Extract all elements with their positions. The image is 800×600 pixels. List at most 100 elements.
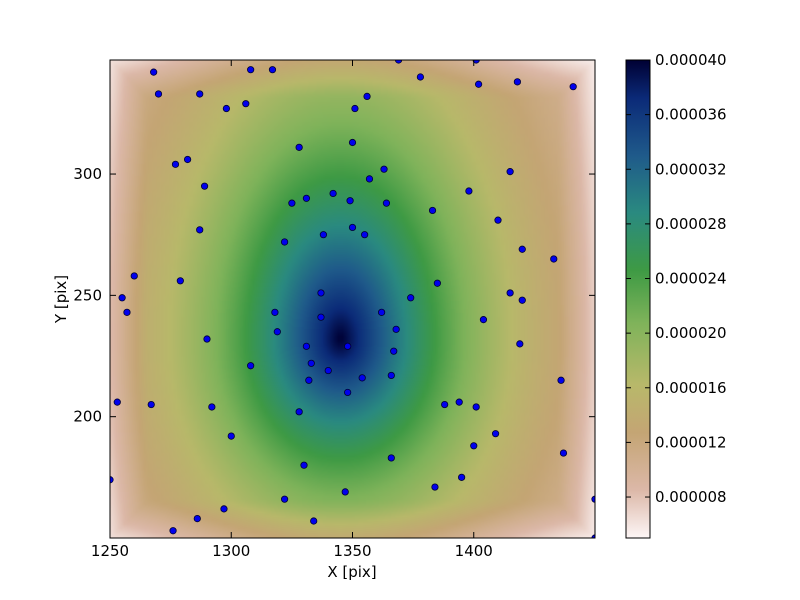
data-point: [472, 60, 480, 64]
colorbar-tick-label: 0.000020: [655, 324, 727, 342]
data-point: [361, 231, 369, 239]
data-point: [491, 430, 500, 438]
data-point: [346, 197, 354, 205]
data-point: [280, 495, 289, 503]
data-point: [295, 408, 303, 416]
data-point: [441, 400, 449, 409]
data-point: [118, 294, 126, 302]
data-point: [518, 245, 526, 253]
data-point: [431, 483, 439, 491]
data-point: [171, 160, 180, 168]
data-point: [150, 68, 158, 76]
data-point: [344, 388, 352, 397]
colorbar-tick-label: 0.000028: [655, 215, 727, 233]
data-point: [317, 289, 325, 297]
data-point: [465, 187, 473, 195]
data-point: [569, 83, 577, 91]
data-point: [494, 216, 502, 224]
x-tick-label: 1250: [91, 542, 129, 560]
y-axis-label: Y [pix]: [52, 275, 70, 324]
data-point: [280, 238, 289, 246]
data-point: [227, 432, 235, 440]
data-point: [302, 342, 311, 350]
data-point: [506, 168, 514, 176]
data-point: [242, 100, 250, 108]
data-point: [203, 335, 211, 343]
colorbar-tick-label: 0.000040: [655, 51, 727, 69]
data-point: [310, 517, 318, 525]
x-tick-label: 1400: [455, 542, 493, 560]
data-point: [324, 366, 332, 375]
data-point: [193, 514, 201, 523]
data-point: [506, 289, 514, 297]
data-point: [387, 454, 395, 462]
data-point: [300, 461, 308, 469]
data-point: [200, 182, 209, 190]
data-point: [394, 60, 403, 64]
data-point: [474, 80, 483, 88]
data-point: [147, 400, 155, 409]
scatter-points: [110, 60, 595, 538]
data-point: [271, 308, 279, 316]
data-point: [247, 66, 255, 74]
data-point: [329, 189, 337, 198]
data-point: [344, 342, 352, 350]
data-point: [559, 449, 568, 457]
x-tick-label: 1300: [212, 542, 250, 560]
data-point: [550, 255, 558, 263]
x-axis: 1250 1300 1350 1400: [91, 60, 493, 560]
colorbar-tick-label: 0.000024: [655, 270, 727, 288]
data-point: [433, 279, 441, 287]
data-point: [387, 371, 395, 380]
data-point: [220, 505, 228, 513]
data-point: [154, 90, 163, 98]
x-axis-label: X [pix]: [327, 563, 376, 581]
data-point: [319, 231, 327, 239]
data-point: [222, 104, 230, 113]
data-point: [516, 340, 524, 348]
colorbar-tick-label: 0.000008: [655, 488, 727, 506]
data-point: [268, 66, 277, 74]
data-point: [113, 398, 121, 406]
data-point: [196, 226, 204, 234]
colorbar-tick-label: 0.000032: [655, 160, 727, 178]
data-point: [407, 294, 415, 302]
y-tick-label: 300: [73, 165, 102, 183]
x-tick-label: 1350: [333, 542, 371, 560]
data-point: [479, 316, 488, 324]
colorbar-gradient: [625, 59, 651, 539]
data-point: [247, 362, 255, 370]
data-point: [305, 376, 313, 384]
data-point: [317, 313, 325, 321]
data-point: [184, 155, 192, 164]
data-point: [208, 403, 216, 411]
colorbar-tick-label: 0.000016: [655, 379, 727, 397]
data-point: [390, 347, 398, 355]
data-point: [288, 199, 296, 207]
data-point: [382, 199, 391, 207]
data-point: [307, 359, 315, 367]
data-point: [363, 92, 371, 100]
colorbar-tick-label: 0.000012: [655, 433, 727, 451]
data-point: [455, 398, 463, 406]
colorbar-tick-label: 0.000036: [655, 106, 727, 124]
data-point: [428, 206, 437, 215]
data-point: [472, 403, 480, 411]
data-point: [392, 325, 400, 333]
data-point: [365, 175, 374, 183]
data-point: [458, 473, 466, 481]
data-point: [302, 194, 311, 202]
data-point: [176, 277, 184, 285]
data-point: [123, 308, 131, 316]
plot-area: 1250 1300 1350 1400 200 250 300 X [pix] Y [pi…: [52, 59, 596, 581]
data-point: [377, 308, 386, 316]
data-point: [169, 527, 177, 535]
y-axis: 200 250 300: [73, 165, 595, 426]
data-point: [557, 376, 565, 384]
data-point: [348, 138, 357, 147]
data-point: [273, 328, 281, 336]
data-point: [348, 223, 357, 232]
data-point: [518, 296, 526, 304]
data-point: [513, 78, 522, 86]
